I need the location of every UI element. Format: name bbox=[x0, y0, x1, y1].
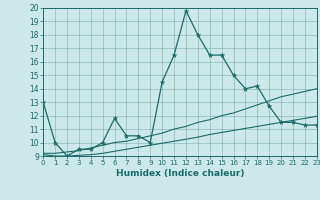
X-axis label: Humidex (Indice chaleur): Humidex (Indice chaleur) bbox=[116, 169, 244, 178]
